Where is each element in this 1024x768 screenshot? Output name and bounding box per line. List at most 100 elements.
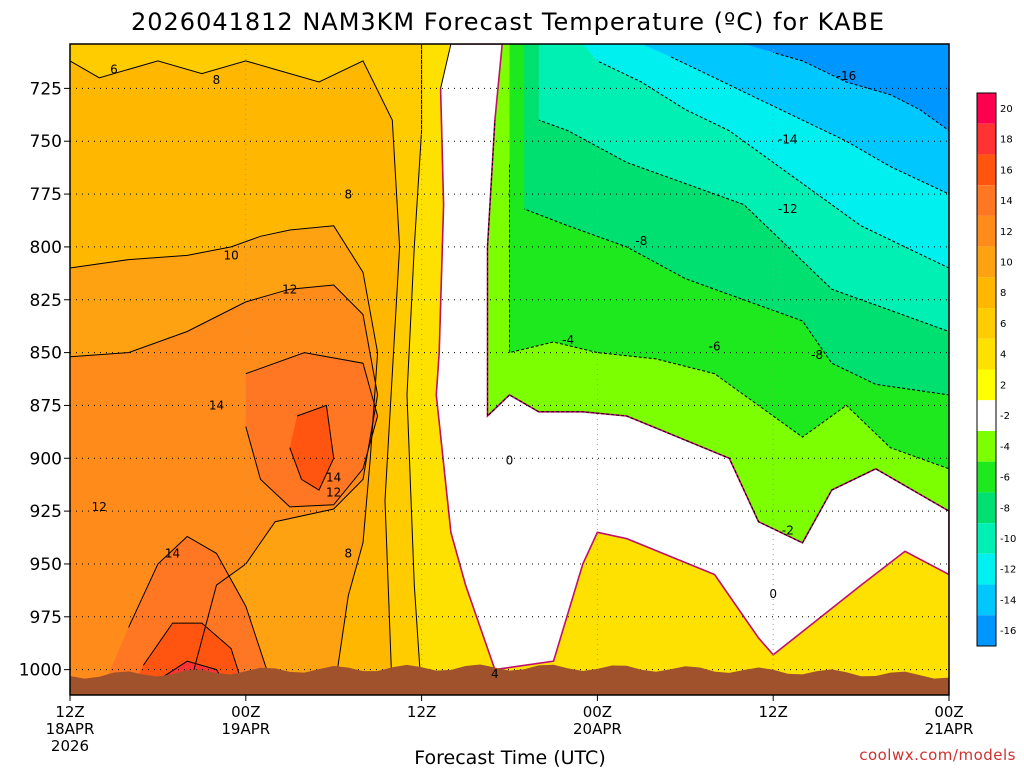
temperature-fields [70, 44, 949, 695]
contour-label: 10 [224, 249, 239, 263]
isoline-warm-12C [70, 284, 379, 695]
isoline-cold-minus2 [487, 44, 949, 544]
colorbar-label: 20 [1000, 104, 1013, 115]
isoline-warm-18C-low [143, 660, 232, 695]
contour-label: 6 [110, 63, 118, 77]
plot-frame [69, 43, 950, 696]
y-tick-label: 725 [30, 79, 62, 99]
contour-label: 12 [282, 282, 297, 296]
contour-label: 4 [491, 667, 499, 681]
colorbar-label: -4 [1000, 442, 1010, 453]
colorbar-swatch [977, 338, 996, 370]
colorbar-label: 2 [1000, 380, 1006, 391]
terrain-surface [70, 664, 949, 695]
isoline-warm-16C-low [128, 622, 247, 695]
colorbar-label: -16 [1000, 626, 1016, 637]
colorbar-swatch [977, 93, 996, 124]
y-tick-label: 850 [30, 344, 62, 364]
colorbar-swatch [977, 308, 996, 339]
colorbar-label: 8 [1000, 288, 1006, 299]
colorbar-swatch [977, 523, 996, 554]
y-tick-label: 825 [30, 291, 62, 311]
contour-label: -4 [562, 333, 574, 347]
x-tick-label: 19APR [221, 720, 270, 738]
contour-label: -2 [782, 523, 794, 537]
x-tick-label: 00Z [583, 703, 612, 721]
isoline-warm-16C [289, 404, 335, 491]
isoline-cold-minus6 [524, 44, 949, 396]
y-tick-label: 950 [30, 555, 62, 575]
contour-label: 12 [92, 500, 107, 514]
isoline-cold-minus4 [509, 44, 949, 470]
contour-label: -8 [635, 234, 647, 248]
contour-label: 12 [326, 485, 341, 499]
contour-label: 8 [213, 73, 221, 87]
y-tick-label: 775 [30, 185, 62, 205]
contour-label: -6 [709, 339, 721, 353]
contour-label: -16 [837, 69, 857, 83]
colorbar-swatch [977, 369, 996, 401]
colorbar-swatch [977, 246, 996, 278]
x-tick-label: 12Z [407, 703, 436, 721]
isoline-cold-minus16 [743, 44, 949, 132]
contour-label: 14 [209, 399, 224, 413]
colorbar-swatch [977, 400, 996, 431]
colorbar-swatch [977, 553, 996, 585]
x-axis-title: Forecast Time (UTC) [414, 747, 605, 768]
colorbar-label: 16 [1000, 165, 1013, 176]
colorbar-label: -10 [1000, 534, 1016, 545]
x-tick-label: 21APR [925, 720, 974, 738]
colorbar-label: 12 [1000, 227, 1013, 238]
colorbar-label: -2 [1000, 411, 1010, 422]
colorbar-swatch [977, 215, 996, 247]
y-tick-label: 975 [30, 608, 62, 628]
y-tick-label: 800 [30, 238, 62, 258]
field-warm-16C [289, 405, 334, 490]
contour-label: -12 [778, 202, 798, 216]
colorbar: 20 18 16 14 12 10 8 6 4 2 -2 -4 -6 -8 -10 -12 -14 -16 [976, 92, 1016, 647]
colorbar-swatch [977, 492, 996, 524]
x-tick-label: 20APR [573, 720, 622, 738]
x-tick-label: 12Z [55, 703, 84, 721]
field-cold-minus16 [743, 44, 949, 131]
colorbar-swatch [977, 615, 996, 646]
y-tick-label: 1000 [19, 661, 62, 681]
contour-label: -14 [778, 132, 798, 146]
gridlines [70, 44, 949, 695]
contour-label: 0 [769, 587, 777, 601]
contour-label: 14 [165, 547, 180, 561]
colorbar-swatch [977, 123, 996, 155]
contour-label: -8 [811, 348, 823, 362]
colorbar-label: 4 [1000, 350, 1006, 361]
colorbar-swatch [977, 461, 996, 493]
colorbar-label: -12 [1000, 565, 1016, 576]
y-tick-label: 925 [30, 502, 62, 522]
contour-label: 14 [326, 471, 341, 485]
colorbar-frame [976, 92, 997, 647]
colorbar-swatch [977, 185, 996, 216]
colorbar-label: -14 [1000, 595, 1016, 606]
colorbar-label: 18 [1000, 135, 1013, 146]
y-tick-label: 900 [30, 449, 62, 469]
isoline-warm-10C [70, 225, 379, 695]
isoline-warm-8C [70, 60, 401, 695]
colorbar-label: -6 [1000, 473, 1010, 484]
y-axis: 725 750 775 800 825 850 875 900 925 950 975 1000 [19, 79, 70, 681]
x-tick-label: 00Z [231, 703, 260, 721]
contour-label: 8 [345, 547, 353, 561]
isoline-warm-14C [245, 352, 379, 508]
field-zero-layer [436, 44, 949, 670]
colorbar-swatch [977, 277, 996, 309]
colorbar-label: 14 [1000, 196, 1013, 207]
colorbar-label: 10 [1000, 257, 1013, 268]
colorbar-swatch [977, 584, 996, 616]
x-tick-label: 2026 [51, 737, 89, 755]
chart-title: 2026041812 NAM3KM Forecast Temperature (… [131, 8, 885, 36]
credit-link[interactable]: coolwx.com/models [859, 746, 1016, 764]
x-tick-label: 12Z [759, 703, 788, 721]
isoline-warm-14C-low [99, 535, 276, 695]
